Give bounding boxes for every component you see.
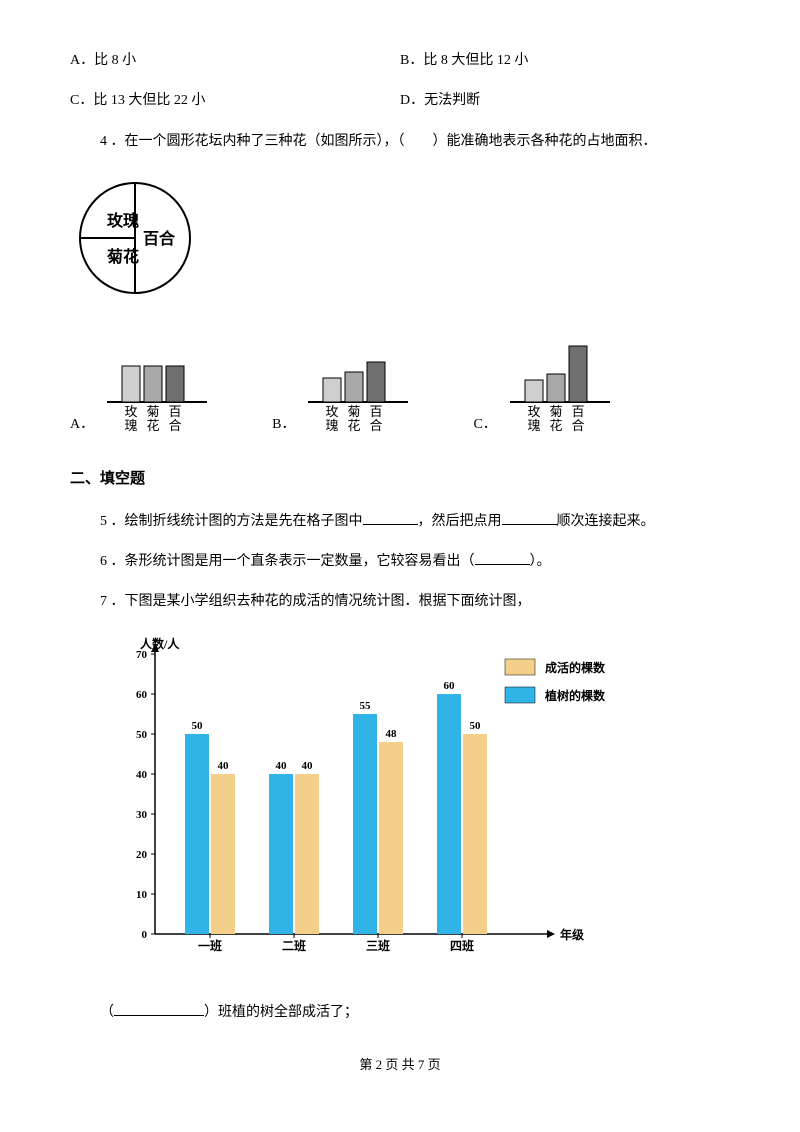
q3-option-b: B．比 8 大但比 12 小 <box>400 50 730 72</box>
svg-text:合: 合 <box>571 418 584 433</box>
svg-text:玫瑰: 玫瑰 <box>107 211 139 230</box>
svg-text:玫: 玫 <box>527 404 540 419</box>
svg-text:40: 40 <box>276 760 288 772</box>
svg-text:50: 50 <box>192 720 204 732</box>
bar-chart-b: 玫瑰菊花百合 <box>303 342 413 437</box>
page-footer: 第 2 页 共 7 页 <box>70 1055 730 1076</box>
q4-pie-diagram: 玫瑰菊花百合 <box>70 173 730 311</box>
q5-text: 5 ．绘制折线统计图的方法是先在格子图中 ，然后把点用 顺次连接起来。 <box>100 511 730 533</box>
svg-text:百: 百 <box>370 404 383 419</box>
q5-mid: ，然后把点用 <box>418 514 502 529</box>
svg-text:40: 40 <box>218 760 230 772</box>
svg-text:30: 30 <box>136 809 148 821</box>
q7-followup: （ ）班植的树全部成活了； <box>100 1002 730 1024</box>
q7-text: 7 ．下图是某小学组织去种花的成活的情况统计图．根据下面统计图， <box>100 591 730 613</box>
q7-followup-pre: （ <box>100 1005 114 1020</box>
svg-text:瑰: 瑰 <box>527 418 540 433</box>
q4-option-c: C． 玫瑰菊花百合 <box>473 342 614 437</box>
q3-option-c: C．比 13 大但比 22 小 <box>70 90 400 112</box>
svg-text:菊: 菊 <box>147 404 160 419</box>
svg-text:一班: 一班 <box>198 938 222 953</box>
svg-text:四班: 四班 <box>450 938 474 953</box>
q4-option-b-label: B． <box>272 414 295 436</box>
q5-blank-1 <box>363 511 418 525</box>
q6-post: ）。 <box>530 554 551 569</box>
svg-text:10: 10 <box>136 889 148 901</box>
svg-text:合: 合 <box>169 418 182 433</box>
svg-text:40: 40 <box>302 760 314 772</box>
svg-text:60: 60 <box>136 689 148 701</box>
svg-text:成活的棵数: 成活的棵数 <box>545 660 606 675</box>
svg-text:二班: 二班 <box>282 938 306 953</box>
svg-text:48: 48 <box>386 728 398 740</box>
q4-text: 4 ．在一个圆形花坛内种了三种花（如图所示），（ ）能准确地表示各种花的占地面积… <box>100 131 730 153</box>
svg-text:花: 花 <box>348 418 361 433</box>
svg-text:玫: 玫 <box>125 404 138 419</box>
svg-text:瑰: 瑰 <box>125 418 138 433</box>
q6-blank <box>475 551 530 565</box>
svg-text:花: 花 <box>549 418 562 433</box>
q5-post: 顺次连接起来。 <box>557 514 655 529</box>
svg-text:合: 合 <box>370 418 383 433</box>
svg-text:花: 花 <box>147 418 160 433</box>
svg-text:0: 0 <box>142 929 148 941</box>
q7-followup-post: ）班植的树全部成活了； <box>204 1005 358 1020</box>
svg-text:百合: 百合 <box>143 229 176 248</box>
svg-text:20: 20 <box>136 849 148 861</box>
q3-option-d: D．无法判断 <box>400 90 730 112</box>
svg-text:植树的棵数: 植树的棵数 <box>544 688 606 703</box>
svg-text:40: 40 <box>136 769 148 781</box>
svg-text:年级: 年级 <box>560 927 584 942</box>
svg-text:70: 70 <box>136 649 148 661</box>
q7-chart-wrap: 人数/人成活的棵数植树的棵数010203040506070年级5040一班404… <box>100 634 730 982</box>
q7-followup-blank <box>114 1002 204 1016</box>
q6-pre: 6 ．条形统计图是用一个直条表示一定数量，它较容易看出（ <box>100 554 475 569</box>
svg-text:百: 百 <box>169 404 182 419</box>
svg-text:玫: 玫 <box>326 404 339 419</box>
svg-text:百: 百 <box>571 404 584 419</box>
bar-chart-c: 玫瑰菊花百合 <box>505 342 615 437</box>
bar-chart-a: 玫瑰菊花百合 <box>102 342 212 437</box>
svg-text:50: 50 <box>470 720 482 732</box>
svg-text:60: 60 <box>444 680 456 692</box>
svg-text:菊花: 菊花 <box>107 247 139 266</box>
q4-option-c-label: C． <box>473 414 496 436</box>
q4-bar-options: A． 玫瑰菊花百合 B． 玫瑰菊花百合 C． 玫瑰菊花百合 <box>70 342 730 437</box>
svg-text:瑰: 瑰 <box>326 418 339 433</box>
svg-text:三班: 三班 <box>366 938 390 953</box>
q4-option-a: A． 玫瑰菊花百合 <box>70 342 212 437</box>
svg-text:50: 50 <box>136 729 148 741</box>
svg-text:55: 55 <box>360 700 372 712</box>
q3-option-a: A．比 8 小 <box>70 50 400 72</box>
q4-option-b: B． 玫瑰菊花百合 <box>272 342 413 437</box>
q5-pre: 5 ．绘制折线统计图的方法是先在格子图中 <box>100 514 363 529</box>
q7-grouped-bar-chart: 人数/人成活的棵数植树的棵数010203040506070年级5040一班404… <box>100 634 620 974</box>
pie-chart-svg: 玫瑰菊花百合 <box>70 173 210 303</box>
q4-option-a-label: A． <box>70 414 94 436</box>
section-2-title: 二、填空题 <box>70 467 730 491</box>
svg-text:菊: 菊 <box>348 404 361 419</box>
q5-blank-2 <box>502 511 557 525</box>
q3-options-row2: C．比 13 大但比 22 小 D．无法判断 <box>70 90 730 112</box>
q6-text: 6 ．条形统计图是用一个直条表示一定数量，它较容易看出（ ）。 <box>100 551 730 573</box>
svg-text:菊: 菊 <box>549 404 562 419</box>
q3-options-row1: A．比 8 小 B．比 8 大但比 12 小 <box>70 50 730 72</box>
